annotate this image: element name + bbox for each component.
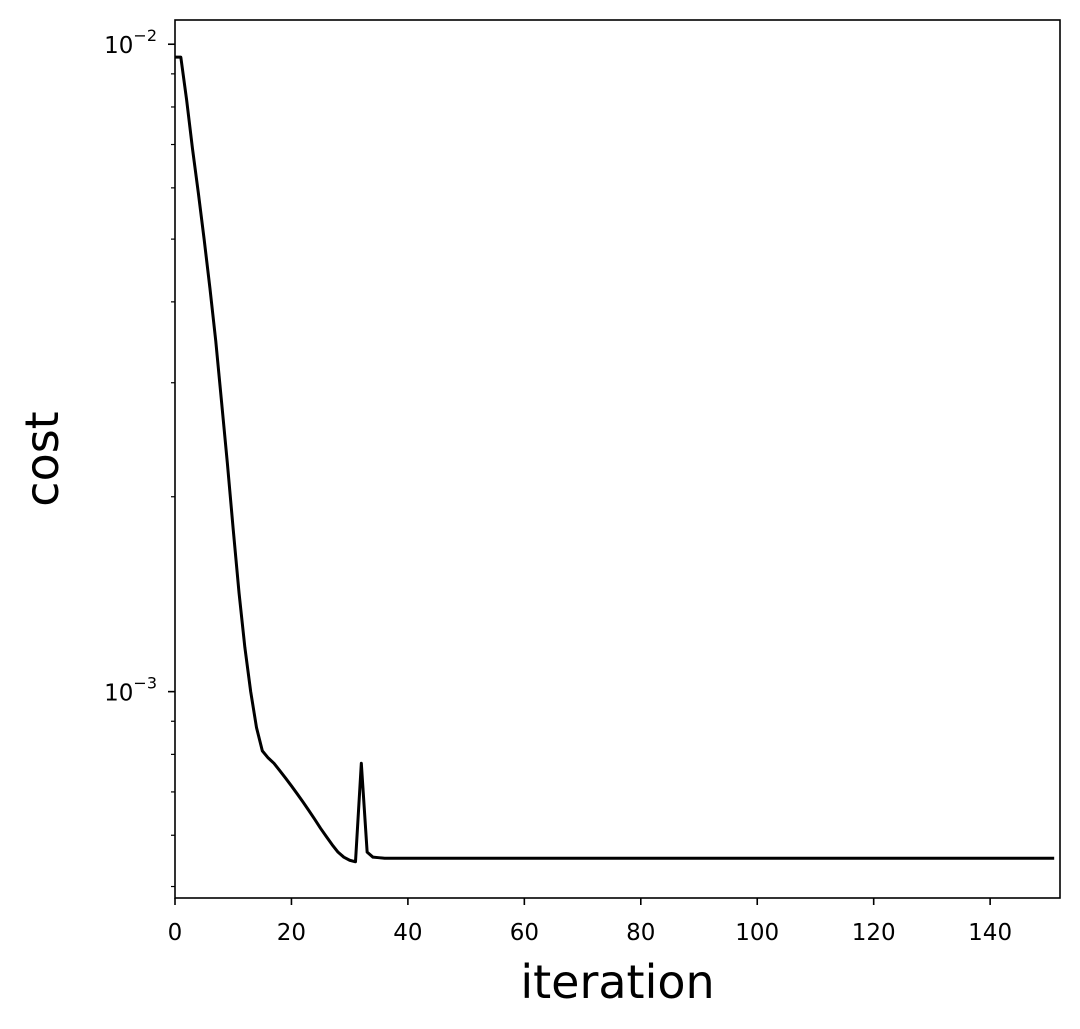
- y-tick-label: 10−2: [104, 26, 157, 59]
- x-axis-label: iteration: [520, 955, 714, 1009]
- y-tick-label: 10−3: [104, 674, 157, 707]
- x-tick-label: 100: [735, 920, 779, 946]
- x-tick-label: 0: [168, 920, 183, 946]
- tick-marks: [168, 43, 991, 905]
- x-tick-label: 120: [852, 920, 896, 946]
- x-tick-label: 80: [626, 920, 655, 946]
- series-layer: [175, 55, 1055, 864]
- x-tick-label: 20: [277, 920, 306, 946]
- x-tick-label: 40: [393, 920, 422, 946]
- x-tick-label: 140: [968, 920, 1012, 946]
- x-tick-label: 60: [510, 920, 539, 946]
- y-axis-label: cost: [15, 411, 69, 506]
- tick-labels: 0 20 40 60 80 100 120 140 10−2 10−3: [104, 26, 1012, 946]
- plot-frame: [174, 19, 1061, 899]
- series-line-0: [175, 55, 1055, 864]
